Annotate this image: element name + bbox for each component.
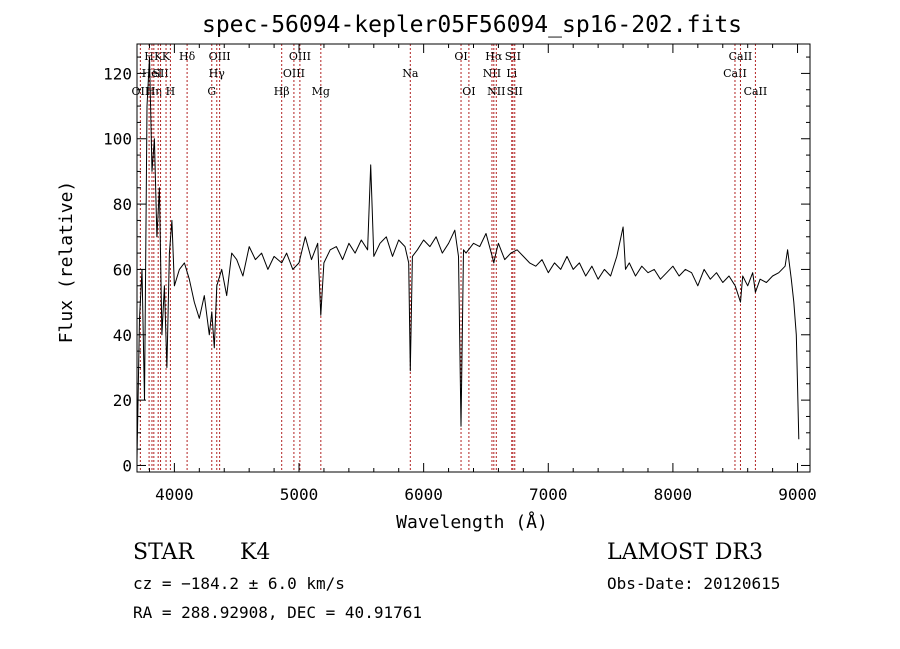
- line-marker-label-23: SII: [505, 50, 521, 63]
- y-tick-label-1: 20: [113, 391, 132, 410]
- line-marker-label-17: OI: [454, 50, 467, 63]
- line-marker-label-2: HeI: [142, 67, 162, 80]
- line-marker-label-26: CaII: [729, 50, 753, 63]
- y-tick-label-6: 120: [103, 64, 132, 83]
- line-marker-label-15: Mg: [312, 85, 330, 98]
- x-tick-label-4: 8000: [654, 485, 693, 504]
- x-tick-label-3: 7000: [529, 485, 568, 504]
- spectral-subclass: K4: [240, 540, 271, 565]
- line-marker-label-9: G: [207, 85, 216, 98]
- y-tick-label-2: 40: [113, 326, 132, 345]
- x-axis-label: Wavelength (Å): [396, 511, 548, 533]
- line-marker-label-7: H: [166, 85, 176, 98]
- y-tick-label-3: 60: [113, 260, 132, 279]
- object-class: STAR: [133, 540, 194, 565]
- line-marker-label-0: OII: [132, 85, 150, 98]
- axes: 4000 5000 6000 7000 8000 9000 0 20 40 60 80 100 120: [103, 43, 817, 504]
- line-marker-label-25: CaII: [723, 67, 747, 80]
- y-tick-label-4: 80: [113, 195, 132, 214]
- line-marker-label-10: Hγ: [209, 67, 226, 80]
- line-marker-label-22: Li: [506, 67, 517, 80]
- line-marker-label-5: SII: [152, 67, 168, 80]
- line-markers: OIIHHeIHηKSIIKHHδGHγOIIIHβOIIIOIIIMgNaOI…: [132, 44, 768, 472]
- line-marker-label-14: OIII: [289, 50, 311, 63]
- y-tick-label-5: 100: [103, 130, 132, 149]
- chart-title: spec-56094-kepler05F56094_sp16-202.fits: [202, 12, 742, 38]
- line-marker-label-24: SII: [507, 85, 523, 98]
- obs-date-text: Obs-Date: 20120615: [607, 574, 781, 593]
- line-marker-label-13: OIII: [283, 67, 305, 80]
- line-marker-label-4: K: [154, 50, 163, 63]
- x-tick-label-0: 4000: [155, 485, 194, 504]
- line-marker-label-8: Hδ: [179, 50, 196, 63]
- line-marker-label-1: H: [144, 50, 154, 63]
- x-tick-label-2: 6000: [404, 485, 443, 504]
- line-marker-label-6: K: [162, 50, 171, 63]
- line-marker-label-18: OI: [462, 85, 475, 98]
- line-marker-label-16: Na: [402, 67, 419, 80]
- survey-name: LAMOST DR3: [607, 540, 763, 565]
- spectrum-series: [136, 56, 800, 459]
- redshift-text: cz = −184.2 ± 6.0 km/s: [133, 574, 345, 593]
- line-marker-label-27: CaII: [744, 85, 768, 98]
- line-marker-label-11: OIII: [209, 50, 231, 63]
- series-line-0: [136, 56, 800, 459]
- line-marker-label-21: NII: [487, 85, 505, 98]
- line-marker-label-19: NII: [483, 67, 501, 80]
- coords-text: RA = 288.92908, DEC = 40.91761: [133, 603, 422, 622]
- x-tick-label-5: 9000: [778, 485, 817, 504]
- y-axis-label: Flux (relative): [56, 181, 77, 344]
- line-marker-label-12: Hβ: [274, 85, 290, 98]
- x-tick-label-1: 5000: [280, 485, 319, 504]
- line-marker-label-20: Hα: [485, 50, 503, 63]
- plot-frame: [136, 43, 811, 473]
- y-tick-label-0: 0: [122, 456, 132, 475]
